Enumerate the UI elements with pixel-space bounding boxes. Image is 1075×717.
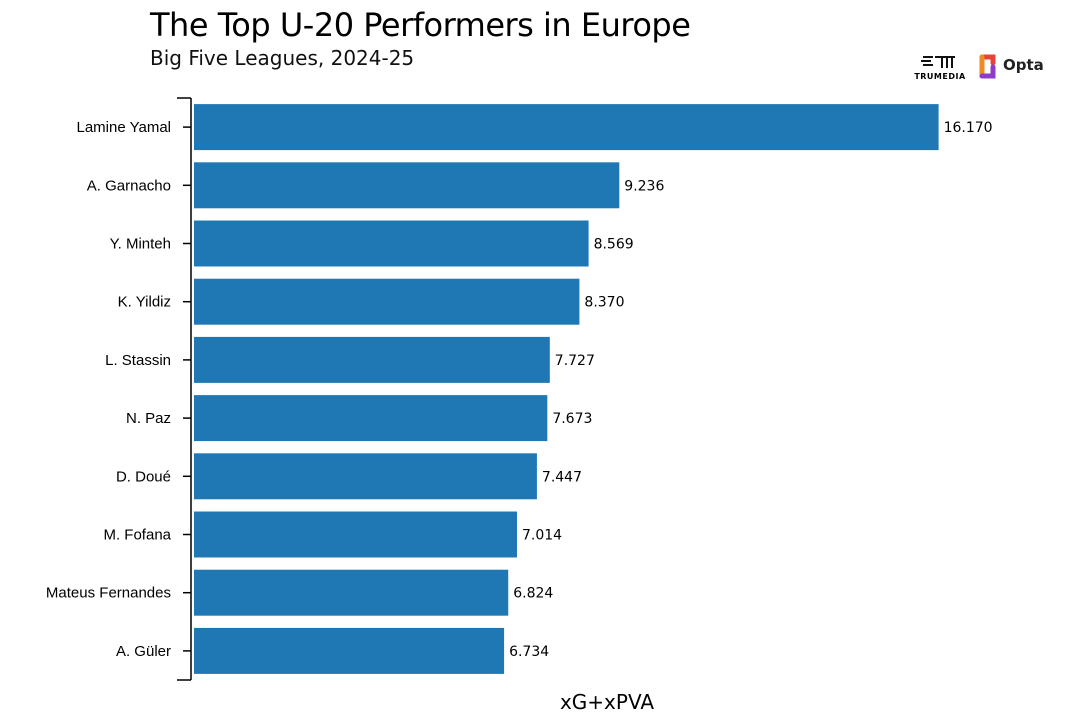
value-label: 7.673: [552, 411, 592, 427]
category-label: M. Fofana: [103, 527, 171, 544]
value-label: 7.447: [542, 469, 582, 485]
value-label: 9.236: [624, 178, 664, 194]
opta-wordmark: Opta: [1003, 56, 1044, 74]
bar: [194, 220, 589, 267]
trumedia-logo: TRUMEDIA: [910, 52, 970, 82]
opta-mark-icon: [979, 54, 996, 79]
category-label: N. Paz: [126, 410, 171, 427]
value-label: 6.734: [509, 644, 549, 660]
value-label: 6.824: [513, 586, 553, 602]
x-axis-title: xG+xPVA: [560, 690, 654, 714]
bars: [194, 104, 939, 674]
trumedia-mark-icon: [921, 56, 955, 68]
bar: [194, 336, 550, 383]
chart-title: The Top U-20 Performers in Europe: [150, 6, 691, 44]
y-axis: [177, 97, 192, 681]
trumedia-wordmark: TRUMEDIA: [914, 72, 966, 81]
bar: [194, 453, 537, 500]
bar: [194, 395, 548, 442]
value-label: 8.569: [594, 237, 634, 253]
category-label: Lamine Yamal: [77, 119, 172, 136]
bar: [194, 104, 939, 151]
category-label: A. Güler: [116, 643, 171, 660]
value-label: 7.014: [522, 528, 562, 544]
bar: [194, 162, 620, 209]
category-label: A. Garnacho: [87, 177, 171, 194]
category-label: K. Yildiz: [118, 294, 171, 311]
value-label: 8.370: [584, 295, 624, 311]
chart-subtitle: Big Five Leagues, 2024-25: [150, 46, 415, 70]
category-label: D. Doué: [116, 468, 171, 485]
category-label: L. Stassin: [105, 352, 171, 369]
category-label: Y. Minteh: [110, 236, 171, 253]
bar: [194, 569, 509, 616]
labels: Lamine Yamal 16.170 A. Garnacho 9.236 Y. Min…: [46, 119, 993, 660]
bar: [194, 278, 580, 325]
opta-logo: Opta: [976, 54, 1058, 82]
bar: [194, 511, 517, 558]
value-label: 7.727: [555, 353, 595, 369]
category-label: Mateus Fernandes: [46, 585, 171, 602]
value-label: 16.170: [944, 120, 993, 136]
bar: [194, 627, 505, 674]
